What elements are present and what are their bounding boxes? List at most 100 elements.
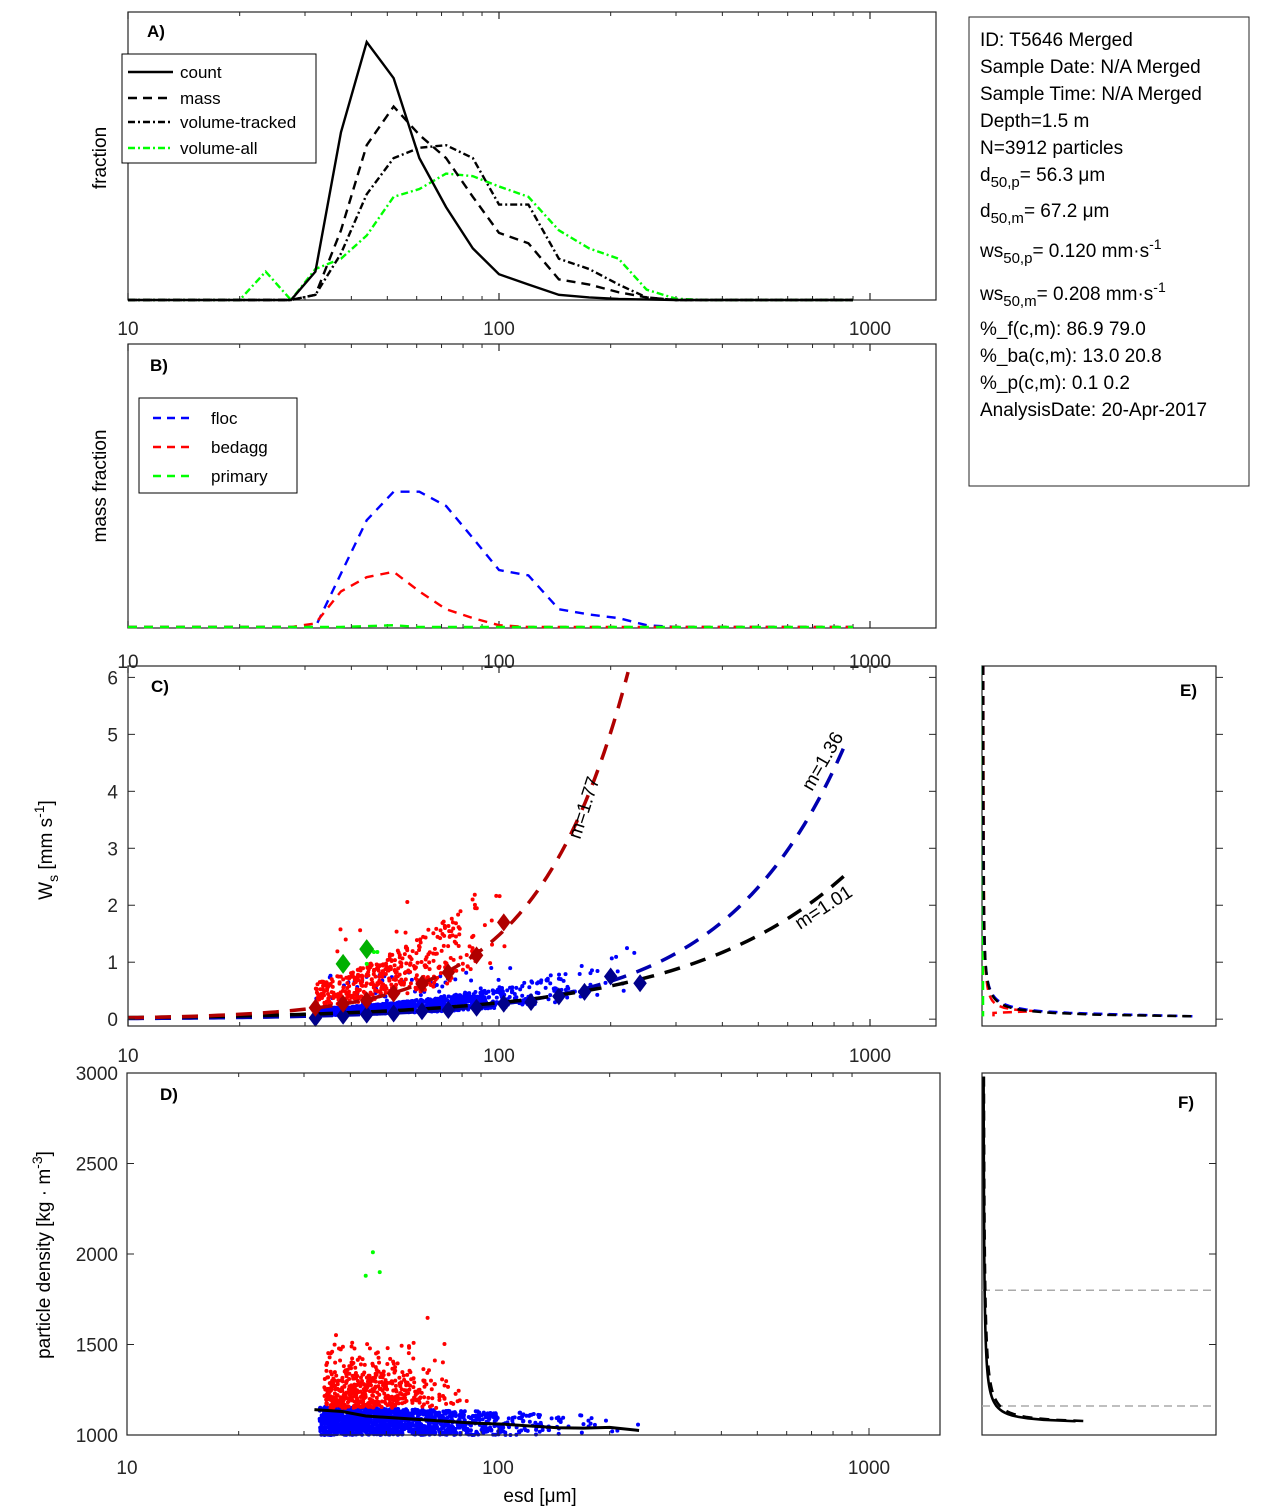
floc-point — [453, 977, 458, 982]
bedagg-point — [333, 1360, 338, 1365]
bedagg-point — [401, 1373, 406, 1378]
floc-point — [343, 1415, 348, 1420]
info-pct-bedagg: %_ba(c,m): 13.0 20.8 — [980, 346, 1162, 367]
bedagg-point — [353, 1371, 358, 1376]
floc-point — [376, 1428, 381, 1433]
bedagg-point — [339, 1401, 344, 1406]
bedagg-point — [358, 1381, 363, 1386]
floc-point — [543, 985, 548, 990]
floc-point — [538, 980, 543, 985]
bedagg-point — [397, 1375, 402, 1380]
floc-point — [365, 1428, 370, 1433]
bedagg-point — [415, 960, 420, 965]
floc-bin-mean — [577, 982, 592, 1001]
bedagg-point — [403, 930, 408, 935]
bedagg-point — [436, 965, 441, 970]
bedagg-point — [470, 897, 475, 902]
bedagg-point — [458, 909, 463, 914]
panel-c-ticks: 10 100 1000 0 1 2 3 4 5 6 — [107, 666, 936, 1067]
floc-point — [395, 1002, 400, 1007]
y-tick-label: 3 — [107, 839, 118, 860]
floc-point — [586, 1418, 591, 1423]
bedagg-point — [385, 1387, 390, 1392]
bedagg-point — [332, 1370, 337, 1375]
legend-label-count: count — [180, 63, 222, 82]
bedagg-point — [378, 1375, 383, 1380]
floc-point — [437, 1410, 442, 1415]
floc-point — [321, 1415, 326, 1420]
bedagg-point — [413, 976, 418, 981]
bedagg-point — [361, 1372, 366, 1377]
floc-point — [482, 995, 487, 1000]
bedagg-point — [447, 929, 452, 934]
bedagg-point — [442, 923, 447, 928]
floc-point — [522, 980, 527, 985]
floc-point — [489, 966, 494, 971]
bedagg-point — [434, 1405, 439, 1410]
bedagg-point — [341, 1364, 346, 1369]
floc-bin-mean — [441, 1001, 456, 1020]
bedagg-point — [456, 943, 461, 948]
bedagg-point — [405, 1372, 410, 1377]
bedagg-point — [373, 1379, 378, 1384]
bedagg-point — [432, 1358, 437, 1363]
bedagg-point — [324, 1368, 329, 1373]
floc-bin-mean — [603, 967, 618, 986]
panel-d: D) 10 100 1000 1000 1500 2000 2500 3000 particl… — [29, 1064, 941, 1507]
floc-point — [440, 997, 445, 1002]
fit-all-fit — [127, 871, 849, 1020]
floc-point — [391, 1423, 396, 1428]
bedagg-point — [346, 990, 351, 995]
bedagg-point — [398, 1383, 403, 1388]
bedagg-bin-mean — [469, 946, 484, 965]
bedagg-bin-mean — [336, 994, 350, 1013]
floc-point — [394, 1419, 399, 1424]
floc-point — [418, 1409, 423, 1414]
bedagg-point — [329, 1387, 334, 1392]
bedagg-point — [339, 1378, 344, 1383]
bedagg-point — [438, 928, 443, 933]
bedagg-point — [408, 962, 413, 967]
floc-point — [520, 993, 525, 998]
series-count — [128, 39, 854, 302]
floc-point — [411, 1003, 416, 1008]
bedagg-point — [470, 946, 475, 951]
y-tick-label: 6 — [107, 668, 118, 689]
bedagg-point — [371, 1389, 376, 1394]
floc-point — [370, 1426, 375, 1431]
bedagg-point — [384, 961, 389, 966]
bedagg-point — [470, 935, 475, 940]
bedagg-point — [399, 961, 404, 966]
panel-b-ylabel: mass fraction — [90, 430, 111, 543]
bedagg-point — [412, 1397, 417, 1402]
info-ws50m: ws50,m= 0.208 mm·s-1 — [979, 279, 1166, 310]
bedagg-point — [490, 942, 495, 947]
floc-point — [493, 1001, 498, 1006]
bedagg-point — [411, 1385, 416, 1390]
bedagg-point — [336, 1400, 341, 1405]
floc-point — [387, 1408, 392, 1413]
bedagg-point — [362, 1394, 367, 1399]
info-analysis-date: AnalysisDate: 20-Apr-2017 — [980, 400, 1207, 421]
bedagg-point — [333, 1401, 338, 1406]
info-d50m: d50,m= 67.2 μm — [980, 201, 1109, 227]
bedagg-point — [494, 893, 499, 898]
panel-a-legend: count mass volume-tracked volume-all — [121, 53, 317, 164]
floc-point — [337, 1428, 342, 1433]
bedagg-point — [347, 1371, 352, 1376]
panel-e-label: E) — [1180, 681, 1197, 700]
bedagg-point — [378, 980, 383, 985]
bedagg-point — [331, 994, 336, 999]
bedagg-point — [389, 958, 394, 963]
y-tick-label: 4 — [107, 782, 118, 803]
floc-point — [481, 1410, 486, 1415]
panel-f-ticks — [1209, 1072, 1216, 1436]
floc-point — [456, 1425, 461, 1430]
bedagg-point — [437, 1398, 442, 1403]
floc-point — [341, 1425, 346, 1430]
info-box: ID: T5646 Merged Sample Date: N/A Merged… — [968, 16, 1250, 487]
bedagg-point — [422, 1384, 427, 1389]
bedagg-point — [338, 1358, 343, 1363]
bedagg-point — [386, 1372, 391, 1377]
floc-point — [501, 1425, 506, 1430]
